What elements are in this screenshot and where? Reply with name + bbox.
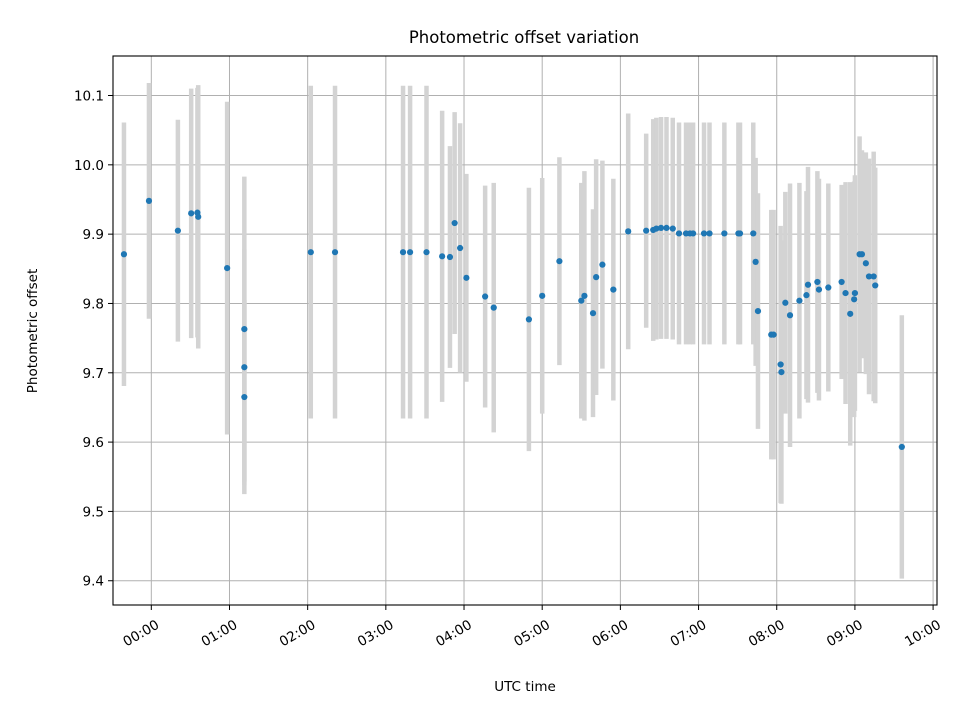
- data-point: [898, 443, 905, 451]
- data-point: [721, 230, 728, 237]
- data-point: [782, 299, 789, 306]
- data-point: [643, 227, 650, 234]
- data-point: [188, 210, 195, 217]
- y-axis-label: Photometric offset: [25, 269, 41, 393]
- x-tick-label: 06:00: [589, 617, 631, 650]
- data-point: [599, 261, 606, 268]
- data-point: [581, 292, 588, 299]
- data-point: [653, 225, 660, 232]
- data-point: [847, 310, 854, 317]
- grid-lines: [113, 56, 937, 605]
- data-point: [331, 249, 339, 256]
- data-point: [406, 249, 414, 256]
- data-point: [803, 292, 810, 299]
- x-tick-label: 10:00: [902, 617, 944, 650]
- x-tick-label: 09:00: [824, 617, 866, 650]
- data-point: [490, 304, 497, 311]
- data-point: [736, 230, 744, 237]
- data-point: [457, 244, 464, 252]
- data-point: [689, 230, 697, 237]
- data-point: [241, 364, 248, 371]
- data-point: [858, 251, 866, 258]
- x-axis-ticks: 00:00 01:00 02:00 03:00 04:00 05:00 06:00 07:00…: [120, 605, 944, 650]
- data-point: [578, 297, 585, 304]
- data-point: [657, 224, 665, 232]
- data-point: [482, 293, 489, 300]
- data-point: [307, 249, 314, 256]
- data-point: [804, 281, 812, 288]
- x-tick-label: 04:00: [433, 617, 475, 650]
- y-tick-label: 10.0: [74, 158, 104, 174]
- data-point: [777, 361, 784, 368]
- x-tick-label: 00:00: [120, 617, 162, 650]
- data-point: [851, 289, 859, 297]
- data-point: [241, 326, 248, 333]
- x-axis-label: UTC time: [494, 679, 556, 695]
- data-point: [224, 265, 231, 272]
- data-point: [706, 230, 713, 237]
- data-point: [451, 219, 458, 227]
- data-point: [145, 197, 153, 204]
- data-point: [439, 253, 446, 260]
- data-point: [770, 331, 777, 338]
- data-point: [814, 278, 821, 286]
- data-point: [593, 274, 600, 281]
- data-point: [669, 225, 676, 232]
- data-point: [862, 260, 869, 267]
- data-point: [851, 296, 858, 303]
- data-point: [838, 278, 845, 286]
- data-point: [241, 393, 248, 401]
- data-points: [120, 197, 905, 451]
- data-point: [752, 258, 759, 265]
- data-point: [796, 297, 803, 304]
- plot-frame: [112, 55, 938, 606]
- x-tick-label: 02:00: [277, 617, 319, 650]
- data-point: [778, 368, 785, 376]
- x-tick-label: 08:00: [746, 617, 788, 650]
- y-tick-label: 9.6: [83, 435, 104, 451]
- data-point: [539, 292, 546, 299]
- data-point: [463, 274, 470, 281]
- data-point: [446, 253, 454, 261]
- data-point: [872, 282, 879, 289]
- y-tick-label: 10.1: [74, 89, 104, 105]
- data-point: [825, 284, 832, 291]
- data-point: [663, 224, 670, 232]
- y-tick-label: 9.8: [83, 296, 104, 312]
- y-tick-label: 9.5: [83, 504, 104, 520]
- y-tick-label: 9.7: [83, 366, 104, 382]
- data-point: [525, 316, 533, 323]
- x-tick-label: 07:00: [668, 617, 710, 650]
- data-point: [556, 258, 563, 265]
- data-point: [870, 273, 877, 280]
- data-point: [700, 230, 708, 237]
- error-bars: [121, 83, 905, 579]
- data-point: [625, 228, 632, 235]
- x-tick-label: 03:00: [355, 617, 397, 650]
- y-axis-ticks: 9.4 9.5 9.6 9.7 9.8 9.9 10.0 10.1: [74, 89, 113, 590]
- data-point: [786, 312, 794, 319]
- x-tick-label: 01:00: [199, 617, 241, 650]
- y-tick-label: 9.9: [83, 227, 104, 243]
- data-point: [750, 230, 757, 237]
- data-point: [120, 251, 128, 258]
- y-tick-label: 9.4: [83, 574, 104, 590]
- data-point: [865, 273, 873, 280]
- data-point: [423, 249, 430, 256]
- data-point: [815, 286, 823, 293]
- data-point: [610, 286, 617, 293]
- data-point: [675, 230, 683, 237]
- x-tick-label: 05:00: [511, 617, 553, 650]
- data-point: [195, 213, 202, 220]
- data-point: [754, 307, 762, 315]
- chart-title: Photometric offset variation: [409, 28, 639, 47]
- data-point: [589, 310, 597, 317]
- data-point: [842, 289, 849, 297]
- data-point: [174, 227, 181, 234]
- data-point: [399, 249, 407, 256]
